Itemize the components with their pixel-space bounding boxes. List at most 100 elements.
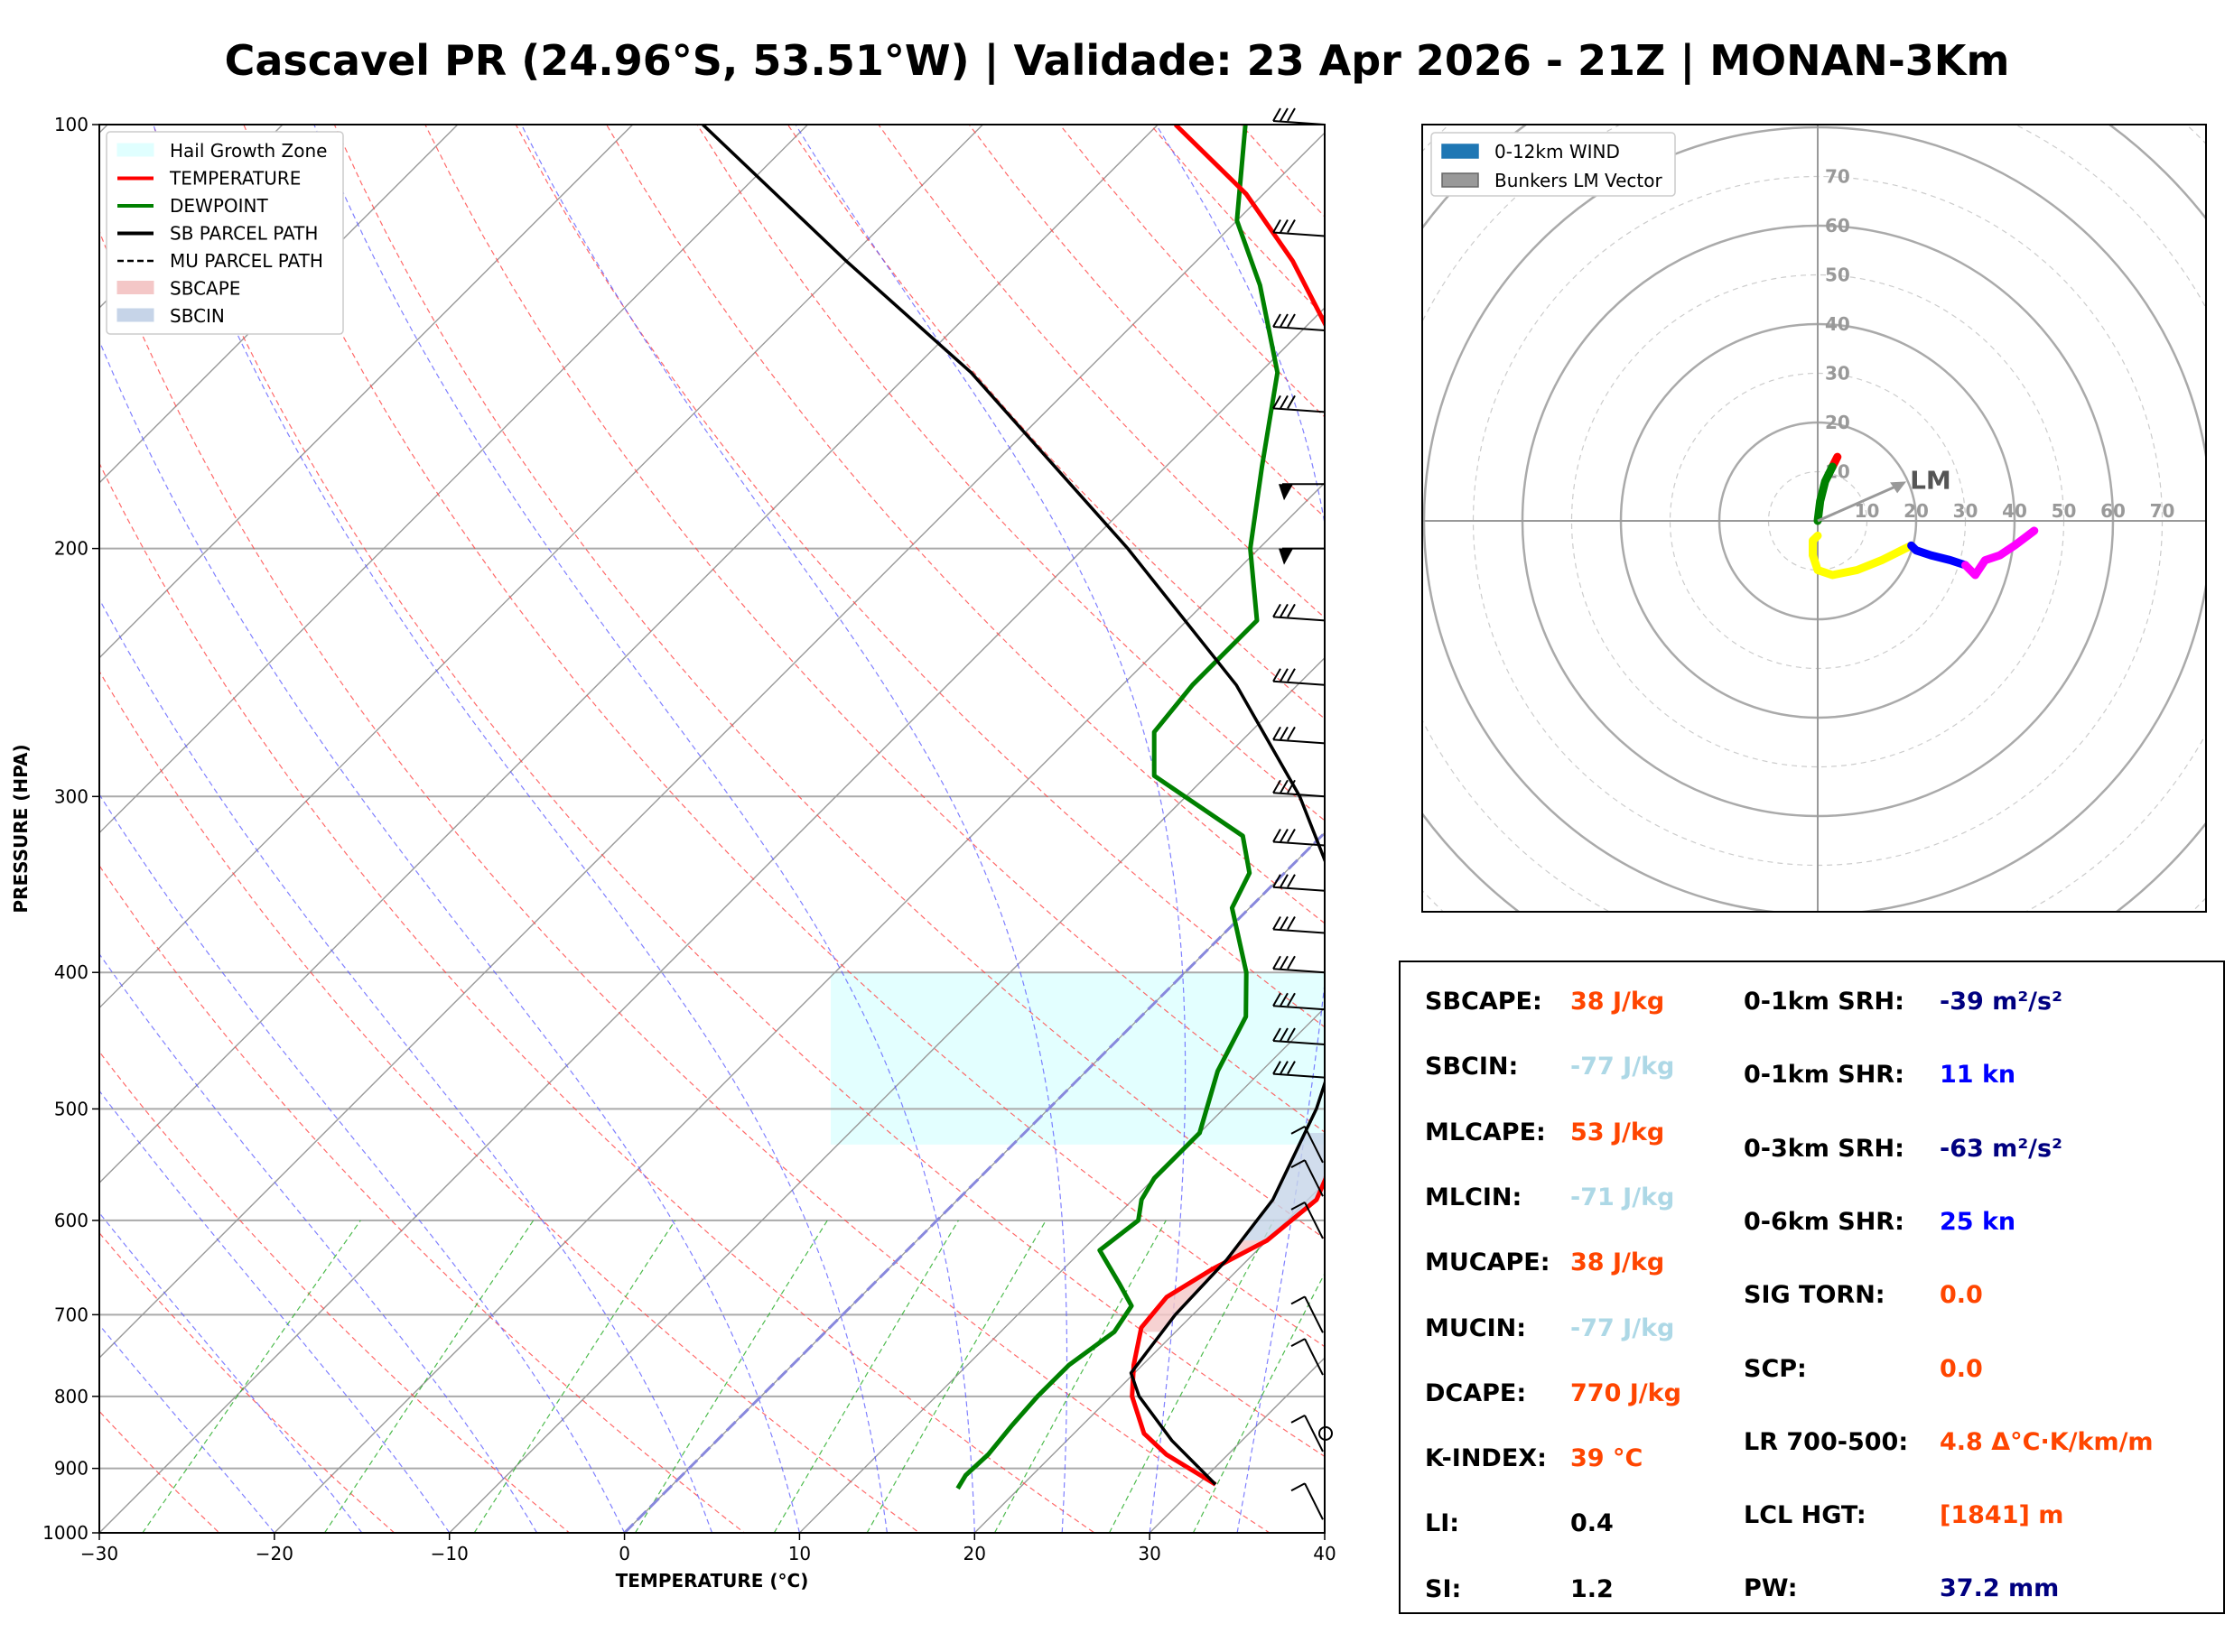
hodograph-segment xyxy=(1813,462,1837,525)
param-label: MLCIN: xyxy=(1425,1183,1522,1211)
param-label: LCL HGT: xyxy=(1744,1501,1866,1530)
wind-barb-icon xyxy=(1272,407,1326,413)
skewt-legend: Hail Growth Zone TEMPERATURE DEWPOINT SB PA… xyxy=(106,131,344,335)
wind-barb-icon xyxy=(1272,886,1326,892)
mixing-ratio-line xyxy=(323,1220,535,1533)
wind-barbs xyxy=(1272,107,1333,1520)
wind-barb-icon xyxy=(1290,1415,1306,1424)
mixing-ratio-line xyxy=(1192,1272,1325,1533)
moist-adiabat xyxy=(99,339,800,1533)
wind-barb-icon xyxy=(1287,915,1296,930)
sb-parcel-line xyxy=(702,125,1325,1486)
wind-barb-icon xyxy=(1287,313,1296,328)
param-value: -77 J/kg xyxy=(1570,1313,1675,1342)
wind-barb-icon xyxy=(1290,1125,1306,1135)
wind-barb-icon xyxy=(1280,874,1289,888)
param-label: SBCIN: xyxy=(1425,1053,1519,1081)
param-label: SIG TORN: xyxy=(1744,1281,1885,1310)
param-label: DCAPE: xyxy=(1425,1378,1527,1407)
wind-barb-icon xyxy=(1280,726,1289,740)
wind-barb-icon xyxy=(1272,120,1326,125)
wind-barb-icon xyxy=(1280,1027,1289,1042)
wind-barb-icon xyxy=(1280,394,1289,409)
wind-barb-icon xyxy=(1272,603,1281,617)
wind-barb-icon xyxy=(1287,107,1296,122)
hodograph-segment xyxy=(1809,531,1916,580)
dry-adiabat xyxy=(99,461,1096,1533)
wind-barb-icon xyxy=(1287,829,1296,843)
wind-barb-icon xyxy=(1272,107,1281,122)
mixing-ratio-line xyxy=(142,1220,361,1533)
isotherm xyxy=(99,132,1325,1360)
y-tick-label: 500 xyxy=(54,1098,88,1119)
wind-barb-icon xyxy=(1280,107,1289,122)
wind-barb-icon xyxy=(1290,1482,1306,1492)
wind-barb-icon xyxy=(1304,1126,1324,1164)
param-value: 0.0 xyxy=(1940,1354,1983,1383)
dry-adiabat xyxy=(99,1231,396,1533)
wind-barb-icon xyxy=(1272,726,1281,740)
wind-barb-icon xyxy=(1272,325,1326,331)
wind-barb-icon xyxy=(1280,779,1289,794)
param-label: SI: xyxy=(1425,1574,1462,1603)
param-value: 38 J/kg xyxy=(1570,1248,1665,1277)
lm-arrowhead-icon xyxy=(1890,481,1907,494)
dry-adiabat xyxy=(333,125,1325,1239)
legend-label: Hail Growth Zone xyxy=(170,140,327,162)
y-tick-label: 800 xyxy=(54,1386,88,1407)
wind-barb-icon xyxy=(1287,1027,1296,1042)
param-value: -63 m²/s² xyxy=(1940,1134,2062,1163)
legend-swatch xyxy=(116,308,154,322)
wind-barb-icon xyxy=(1272,1027,1281,1042)
param-value: 770 J/kg xyxy=(1570,1378,1681,1407)
lm-label: LM xyxy=(1910,465,1951,495)
param-label: K-INDEX: xyxy=(1425,1444,1547,1473)
param-value: 39 °C xyxy=(1570,1444,1643,1473)
wind-barb-icon xyxy=(1280,668,1289,682)
wind-barb-icon xyxy=(1272,219,1281,234)
legend-swatch xyxy=(116,143,154,157)
hodograph-frame xyxy=(1421,124,2207,913)
wind-barb-icon xyxy=(1290,1159,1306,1169)
hodo-ring-label: 60 xyxy=(1825,215,1850,237)
lm-vector-arrow xyxy=(1817,483,1902,523)
isotherm xyxy=(973,1182,1325,1533)
dry-adiabat xyxy=(696,125,1325,821)
x-tick-label: 30 xyxy=(1138,1543,1160,1564)
param-value: 0.0 xyxy=(1940,1281,1983,1310)
hail-growth-zone xyxy=(831,972,1325,1145)
moist-adiabat xyxy=(795,125,1187,1533)
wind-barb-icon xyxy=(1290,1295,1306,1305)
hodo-ring-label: 20 xyxy=(1904,500,1929,522)
chart-title: Cascavel PR (24.96°S, 53.51°W) | Validad… xyxy=(224,36,2010,85)
param-label: 0-6km SHR: xyxy=(1744,1207,1904,1236)
param-label: MLCAPE: xyxy=(1425,1118,1546,1146)
mixing-ratio-line xyxy=(1108,1220,1275,1533)
x-tick-label: −10 xyxy=(431,1543,469,1564)
y-tick-label: 1000 xyxy=(42,1522,88,1544)
param-value: 53 J/kg xyxy=(1570,1118,1665,1146)
dry-adiabat xyxy=(787,125,1325,719)
y-tick-label: 400 xyxy=(54,961,88,983)
wind-barb-icon xyxy=(1272,231,1326,237)
y-tick-label: 100 xyxy=(54,114,88,135)
hodograph-segment xyxy=(1961,526,2039,580)
legend-label: 0-12km WIND xyxy=(1494,141,1620,162)
wind-barb-icon xyxy=(1304,1482,1324,1520)
param-value: 37.2 mm xyxy=(1940,1574,2060,1603)
isotherm xyxy=(99,125,1159,1184)
wind-pennant-icon xyxy=(1279,548,1293,565)
legend-box xyxy=(1430,132,1676,197)
hodo-ring-label: 60 xyxy=(2100,500,2126,522)
wind-barb-icon xyxy=(1272,968,1326,974)
wind-barb-icon xyxy=(1280,313,1289,328)
moist-adiabat xyxy=(99,793,626,1533)
hodo-ring xyxy=(1422,125,2206,912)
dry-adiabat xyxy=(99,1051,571,1533)
y-tick-label: 700 xyxy=(54,1304,88,1325)
wind-barb-icon xyxy=(1280,219,1289,234)
isotherm xyxy=(99,125,634,659)
isotherm xyxy=(99,125,284,309)
legend-swatch xyxy=(1441,172,1479,188)
x-tick-label: −20 xyxy=(256,1543,293,1564)
